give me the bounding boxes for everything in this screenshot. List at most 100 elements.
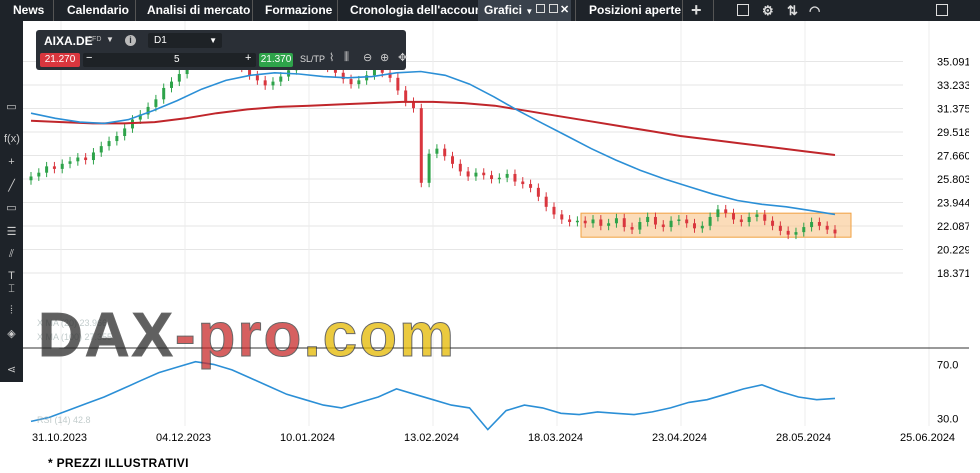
candle-body bbox=[786, 230, 790, 235]
tab-posizioni-aperte[interactable]: Posizioni aperte bbox=[589, 3, 682, 17]
measure-icon[interactable]: ⌶ bbox=[8, 283, 15, 295]
candle-body bbox=[146, 106, 150, 115]
exchange-icon[interactable]: ⇅ bbox=[787, 3, 798, 18]
popout-icon[interactable] bbox=[536, 4, 545, 13]
buy-button[interactable]: 21.370 bbox=[259, 53, 293, 67]
fx-icon[interactable]: f(x) bbox=[4, 133, 20, 145]
candle-body bbox=[771, 220, 775, 226]
candle-body bbox=[37, 172, 41, 177]
caret-down-icon[interactable]: ▼ bbox=[525, 7, 534, 16]
candle-body bbox=[154, 99, 158, 107]
settings-icon[interactable]: ⚙ bbox=[762, 3, 774, 18]
ma-slow-line bbox=[30, 100, 836, 156]
info-icon[interactable]: i bbox=[125, 35, 136, 46]
instrument-symbol[interactable]: AIXA.DE bbox=[44, 34, 93, 48]
drawing-toolbar: ▭ f(x) + ╱ ▭ ☰ ⫽ T ⌶ ⦙ ◈ ⋖ bbox=[0, 21, 23, 382]
candle-body bbox=[443, 148, 447, 157]
date-tick-label: 25.06.2024 bbox=[900, 432, 955, 444]
rectangle-tool-icon[interactable]: ▭ bbox=[6, 202, 17, 214]
fib-tool-icon[interactable]: ☰ bbox=[6, 226, 17, 238]
price-tick-label: 18.371 bbox=[937, 268, 969, 280]
rsi-line bbox=[30, 360, 836, 431]
candle-body bbox=[349, 79, 353, 85]
candle-body bbox=[708, 216, 712, 226]
candle-body bbox=[138, 114, 142, 120]
crosshair-icon[interactable]: + bbox=[8, 156, 15, 168]
price-tick-label: 29.518 bbox=[937, 127, 969, 139]
line-chart-icon[interactable]: ⌇ bbox=[329, 52, 335, 64]
tab-formazione[interactable]: Formazione bbox=[265, 3, 333, 17]
candle-body bbox=[622, 218, 626, 228]
candle-body bbox=[646, 216, 650, 223]
disclaimer-footer: * PREZZI ILLUSTRATIVI bbox=[48, 456, 189, 470]
candle-body bbox=[372, 68, 376, 76]
candle-body bbox=[536, 187, 540, 197]
tab-news[interactable]: News bbox=[13, 3, 45, 17]
tab-divider bbox=[337, 0, 338, 21]
candle-body bbox=[692, 223, 696, 229]
price-tick-label: 35.091 bbox=[937, 56, 969, 68]
share-icon[interactable]: ⋖ bbox=[6, 364, 17, 376]
candle-body bbox=[162, 87, 166, 100]
timeframe-select[interactable]: D1 ▼ bbox=[148, 33, 222, 48]
candles-icon[interactable]: ⫼ bbox=[344, 51, 350, 63]
move-icon[interactable]: ✥ bbox=[398, 52, 408, 64]
candle-body bbox=[451, 156, 455, 164]
candle-body bbox=[29, 176, 33, 181]
candle-body bbox=[91, 152, 95, 161]
sell-button[interactable]: 21.270 bbox=[40, 53, 80, 67]
zoom-in-icon[interactable]: ⊕ bbox=[380, 52, 390, 64]
screen-icon[interactable]: ▭ bbox=[6, 101, 17, 113]
dock-icon[interactable] bbox=[549, 4, 558, 13]
date-tick-label: 18.03.2024 bbox=[528, 432, 583, 444]
zoom-out-icon[interactable]: ⊖ bbox=[363, 52, 373, 64]
candle-body bbox=[700, 225, 704, 229]
candle-body bbox=[661, 224, 665, 228]
price-tick-label: 27.660 bbox=[937, 150, 969, 162]
candle-body bbox=[388, 72, 392, 78]
date-tick-label: 23.04.2024 bbox=[652, 432, 707, 444]
candle-body bbox=[732, 213, 736, 220]
quantity-value[interactable]: 5 bbox=[174, 54, 180, 65]
tab-calendario[interactable]: Calendario bbox=[67, 3, 130, 17]
candle-body bbox=[685, 219, 689, 224]
candle-body bbox=[482, 172, 486, 176]
tab-grafici[interactable]: Grafici ▼ ✕ bbox=[478, 0, 571, 21]
price-tick-label: 20.229 bbox=[937, 244, 969, 256]
candle-body bbox=[115, 136, 119, 142]
fullscreen-icon[interactable] bbox=[737, 4, 749, 16]
indicator-legend-label: RSI (14) 42.8 bbox=[37, 415, 91, 425]
tab-analisi-di-mercato[interactable]: Analisi di mercato bbox=[147, 3, 251, 17]
candle-body bbox=[396, 77, 400, 91]
wifi-icon: ◠ bbox=[809, 3, 821, 18]
candle-body bbox=[279, 76, 283, 82]
sltp-button[interactable]: SL/TP bbox=[300, 54, 326, 64]
rsi-tick-label: 30.0 bbox=[937, 414, 958, 426]
tab-cronologia-account[interactable]: Cronologia dell'account bbox=[350, 3, 487, 17]
candle-body bbox=[591, 219, 595, 224]
top-navigation-bar: News Calendario Analisi di mercato Forma… bbox=[0, 0, 980, 21]
minus-icon[interactable]: − bbox=[86, 52, 93, 64]
price-chart[interactable]: 35.091 33.233 31.375 29.518 27.660 25.803 23.9… bbox=[23, 21, 969, 451]
text-tool-icon[interactable]: T bbox=[8, 270, 15, 282]
candle-body bbox=[505, 173, 509, 178]
quantity-stepper[interactable] bbox=[83, 53, 256, 67]
sliders-icon[interactable]: ⦙ bbox=[10, 304, 13, 316]
caret-down-icon[interactable]: ▼ bbox=[106, 35, 114, 44]
plus-icon[interactable]: + bbox=[245, 52, 252, 64]
plus-icon[interactable]: + bbox=[691, 0, 702, 20]
candle-body bbox=[263, 80, 267, 86]
tab-divider bbox=[135, 0, 136, 21]
window-icon[interactable] bbox=[936, 4, 948, 16]
candle-body bbox=[474, 172, 478, 177]
candle-body bbox=[107, 141, 111, 147]
parallel-tool-icon[interactable]: ⫽ bbox=[9, 248, 14, 260]
candle-body bbox=[669, 220, 673, 228]
candle-body bbox=[60, 163, 64, 169]
layers-icon[interactable]: ◈ bbox=[7, 328, 16, 340]
line-tool-icon[interactable]: ╱ bbox=[8, 180, 15, 192]
candle-body bbox=[99, 146, 103, 153]
candle-body bbox=[552, 206, 556, 215]
tab-divider bbox=[252, 0, 253, 21]
close-icon[interactable]: ✕ bbox=[560, 4, 570, 16]
